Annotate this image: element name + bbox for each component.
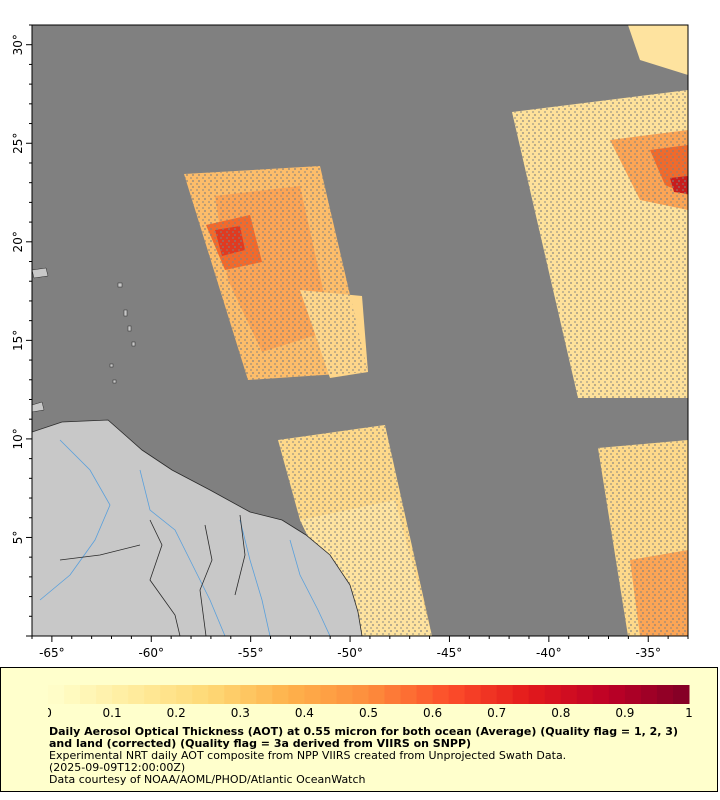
y-tick-label: 25° (11, 133, 25, 154)
south-america-land (32, 419, 363, 636)
colorbar-tick-label: 0.3 (231, 706, 250, 720)
colorbar-cell (640, 685, 658, 704)
colorbar-tick-label: 1 (685, 706, 693, 720)
axis-labels: -65° -60° -55° -50° -45° -40° -35° 5° 10° 15° 20° 2… (11, 34, 661, 660)
colorbar-cell (48, 685, 65, 704)
colorbar-cell (544, 685, 562, 704)
colorbar-tick-label: 0.8 (551, 706, 570, 720)
legend-description: Experimental NRT daily AOT composite fro… (49, 749, 567, 762)
x-tick-label: -65° (39, 646, 65, 660)
colorbar-cell (592, 685, 610, 704)
colorbar: 0 0.1 0.2 0.3 0.4 0.5 0.6 0.7 0.8 0.9 1 (48, 685, 693, 720)
axis-ticks (26, 24, 689, 642)
x-tick-label: -40° (536, 646, 562, 660)
colorbar-cell (464, 685, 482, 704)
caribbean-islands (32, 267, 136, 413)
legend-date: (2025-09-09T12:00:00Z) (49, 761, 186, 774)
colorbar-cell (320, 685, 337, 704)
colorbar-cell (160, 685, 177, 704)
colorbar-tick-label: 0 (48, 706, 52, 720)
colorbar-cell (256, 685, 273, 704)
colorbar-cell (224, 685, 241, 704)
colorbar-cell (560, 685, 578, 704)
colorbar-tick-label: 0.2 (167, 706, 186, 720)
colorbar-cell (208, 685, 225, 704)
colorbar-tick-label: 0.7 (487, 706, 506, 720)
colorbar-cell (672, 685, 690, 704)
colorbar-cell (288, 685, 305, 704)
colorbar-tick-label: 0.9 (615, 706, 634, 720)
aot-swath-north (184, 166, 368, 380)
aot-swath-southeast (598, 440, 688, 636)
x-tick-label: -60° (138, 646, 164, 660)
colorbar-cell (528, 685, 546, 704)
colorbar-cell (400, 685, 418, 704)
colorbar-cell (624, 685, 642, 704)
colorbar-tick-label: 0.1 (103, 706, 122, 720)
aot-map: -65° -60° -55° -50° -45° -40° -35° 5° 10° 15° 20° 2… (11, 24, 689, 660)
x-tick-label: -45° (437, 646, 463, 660)
legend-panel: 0 0.1 0.2 0.3 0.4 0.5 0.6 0.7 0.8 0.9 1 Daily Aero… (0, 667, 718, 792)
colorbar-cell (512, 685, 530, 704)
x-tick-label: -50° (337, 646, 363, 660)
y-tick-label: 15° (11, 330, 25, 351)
legend-credit: Data courtesy of NOAA/AOML/PHOD/Atlantic… (49, 773, 366, 786)
colorbar-cell (96, 685, 113, 704)
colorbar-cell (384, 685, 402, 704)
y-tick-label: 10° (11, 428, 25, 449)
colorbar-cell (192, 685, 209, 704)
x-tick-label: -55° (238, 646, 264, 660)
colorbar-cell (352, 685, 369, 704)
y-tick-label: 5° (11, 531, 25, 545)
legend-title: Daily Aerosol Optical Thickness (AOT) at… (49, 725, 678, 750)
colorbar-cell (416, 685, 434, 704)
colorbar-cell (240, 685, 257, 704)
colorbar-cell (64, 685, 81, 704)
colorbar-cell (144, 685, 161, 704)
y-tick-label: 30° (11, 34, 25, 55)
colorbar-cell (80, 685, 97, 704)
colorbar-cell (432, 685, 450, 704)
colorbar-tick-label: 0.6 (423, 706, 442, 720)
aot-swath-east (512, 25, 688, 398)
colorbar-cell (112, 685, 129, 704)
colorbar-labels: 0 0.1 0.2 0.3 0.4 0.5 0.6 0.7 0.8 0.9 1 (48, 706, 693, 720)
colorbar-cells (48, 685, 690, 704)
colorbar-cell (368, 685, 386, 704)
colorbar-cell (176, 685, 193, 704)
colorbar-cell (128, 685, 145, 704)
colorbar-cell (656, 685, 674, 704)
colorbar-cell (448, 685, 466, 704)
y-tick-label: 20° (11, 231, 25, 252)
colorbar-cell (480, 685, 498, 704)
colorbar-cell (608, 685, 626, 704)
colorbar-cell (496, 685, 514, 704)
colorbar-cell (336, 685, 353, 704)
x-tick-label: -35° (635, 646, 661, 660)
aot-swath-south (278, 425, 432, 636)
colorbar-cell (576, 685, 594, 704)
legend-text: Daily Aerosol Optical Thickness (AOT) at… (49, 726, 689, 786)
colorbar-cell (272, 685, 289, 704)
colorbar-cell (304, 685, 321, 704)
colorbar-tick-label: 0.5 (359, 706, 378, 720)
colorbar-tick-label: 0.4 (295, 706, 314, 720)
